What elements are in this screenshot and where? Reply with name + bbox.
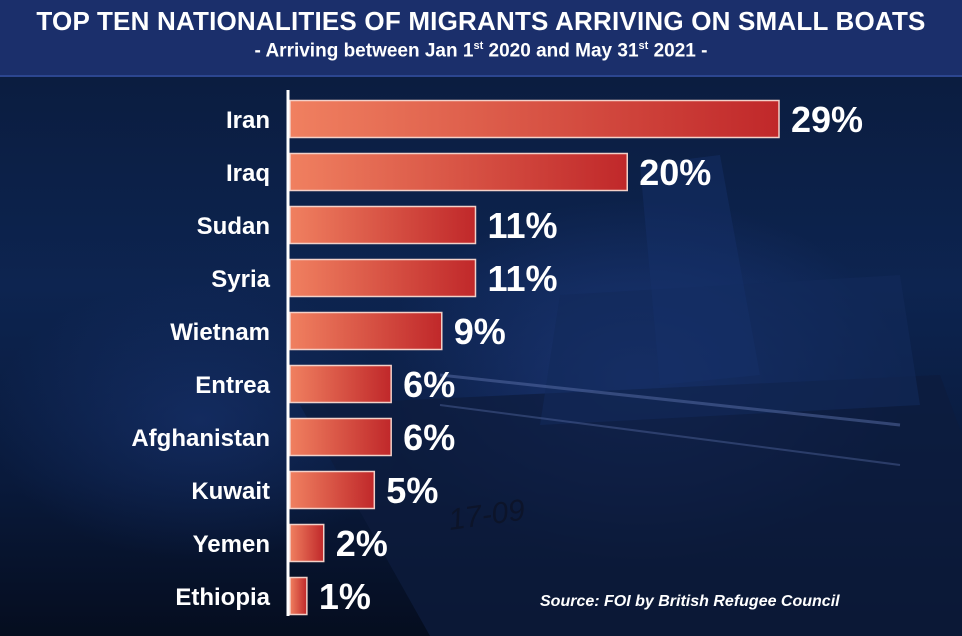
bar-iran	[289, 99, 780, 139]
boat-hull	[300, 375, 962, 636]
category-label: Yemen	[193, 531, 270, 558]
value-label: 20%	[639, 152, 711, 193]
category-label: Iran	[226, 107, 270, 134]
value-label: 6%	[403, 417, 455, 458]
category-label: Afghanistan	[131, 425, 270, 452]
boat-rail	[439, 373, 901, 427]
bar-syria	[289, 258, 477, 298]
source-note: Source: FOI by British Refugee Council	[540, 593, 840, 610]
bar-afghanistan	[289, 417, 392, 457]
subtitle-suffix: 2021 -	[648, 40, 708, 62]
subtitle-middle: 2020 and May 31	[483, 40, 639, 62]
subtitle-prefix: - Arriving between Jan 1	[254, 40, 474, 62]
subtitle-ordinal-1: st	[473, 40, 484, 52]
bar-kuwait	[289, 470, 376, 510]
value-label: 1%	[319, 576, 371, 617]
bar-yemen	[289, 523, 325, 563]
bar-ethiopia	[289, 576, 308, 616]
value-label: 9%	[454, 311, 506, 352]
value-label: 29%	[791, 99, 863, 140]
boat-deck	[540, 275, 920, 425]
subtitle-ordinal-2: st	[638, 40, 649, 52]
category-label: Ethiopia	[175, 584, 270, 611]
bar-wietnam	[289, 311, 443, 351]
bar-sudan	[289, 205, 477, 245]
category-label: Wietnam	[170, 319, 270, 346]
bar-iraq	[289, 152, 628, 192]
boat-mast	[640, 155, 760, 385]
category-label: Syria	[211, 266, 270, 293]
chart-title: TOP TEN NATIONALITIES OF MIGRANTS ARRIVI…	[36, 6, 926, 36]
category-label: Sudan	[197, 213, 270, 240]
category-label: Kuwait	[191, 478, 270, 505]
boat-rail	[439, 404, 901, 466]
value-label: 5%	[386, 470, 438, 511]
title-banner: TOP TEN NATIONALITIES OF MIGRANTS ARRIVI…	[0, 0, 962, 77]
value-label: 6%	[403, 364, 455, 405]
category-label: Iraq	[226, 160, 270, 187]
value-label: 2%	[336, 523, 388, 564]
chart-subtitle: - Arriving between Jan 1st 2020 and May …	[0, 40, 962, 62]
value-label: 11%	[487, 258, 557, 299]
category-label: Entrea	[195, 372, 270, 399]
bar-group: Iran 29% Iraq 20% Sudan 11% Syria 11% Wietnam 9% E…	[131, 99, 863, 617]
value-label: 11%	[487, 205, 557, 246]
bar-entrea	[289, 364, 392, 404]
background-photo-boat: 17-09	[300, 155, 962, 636]
